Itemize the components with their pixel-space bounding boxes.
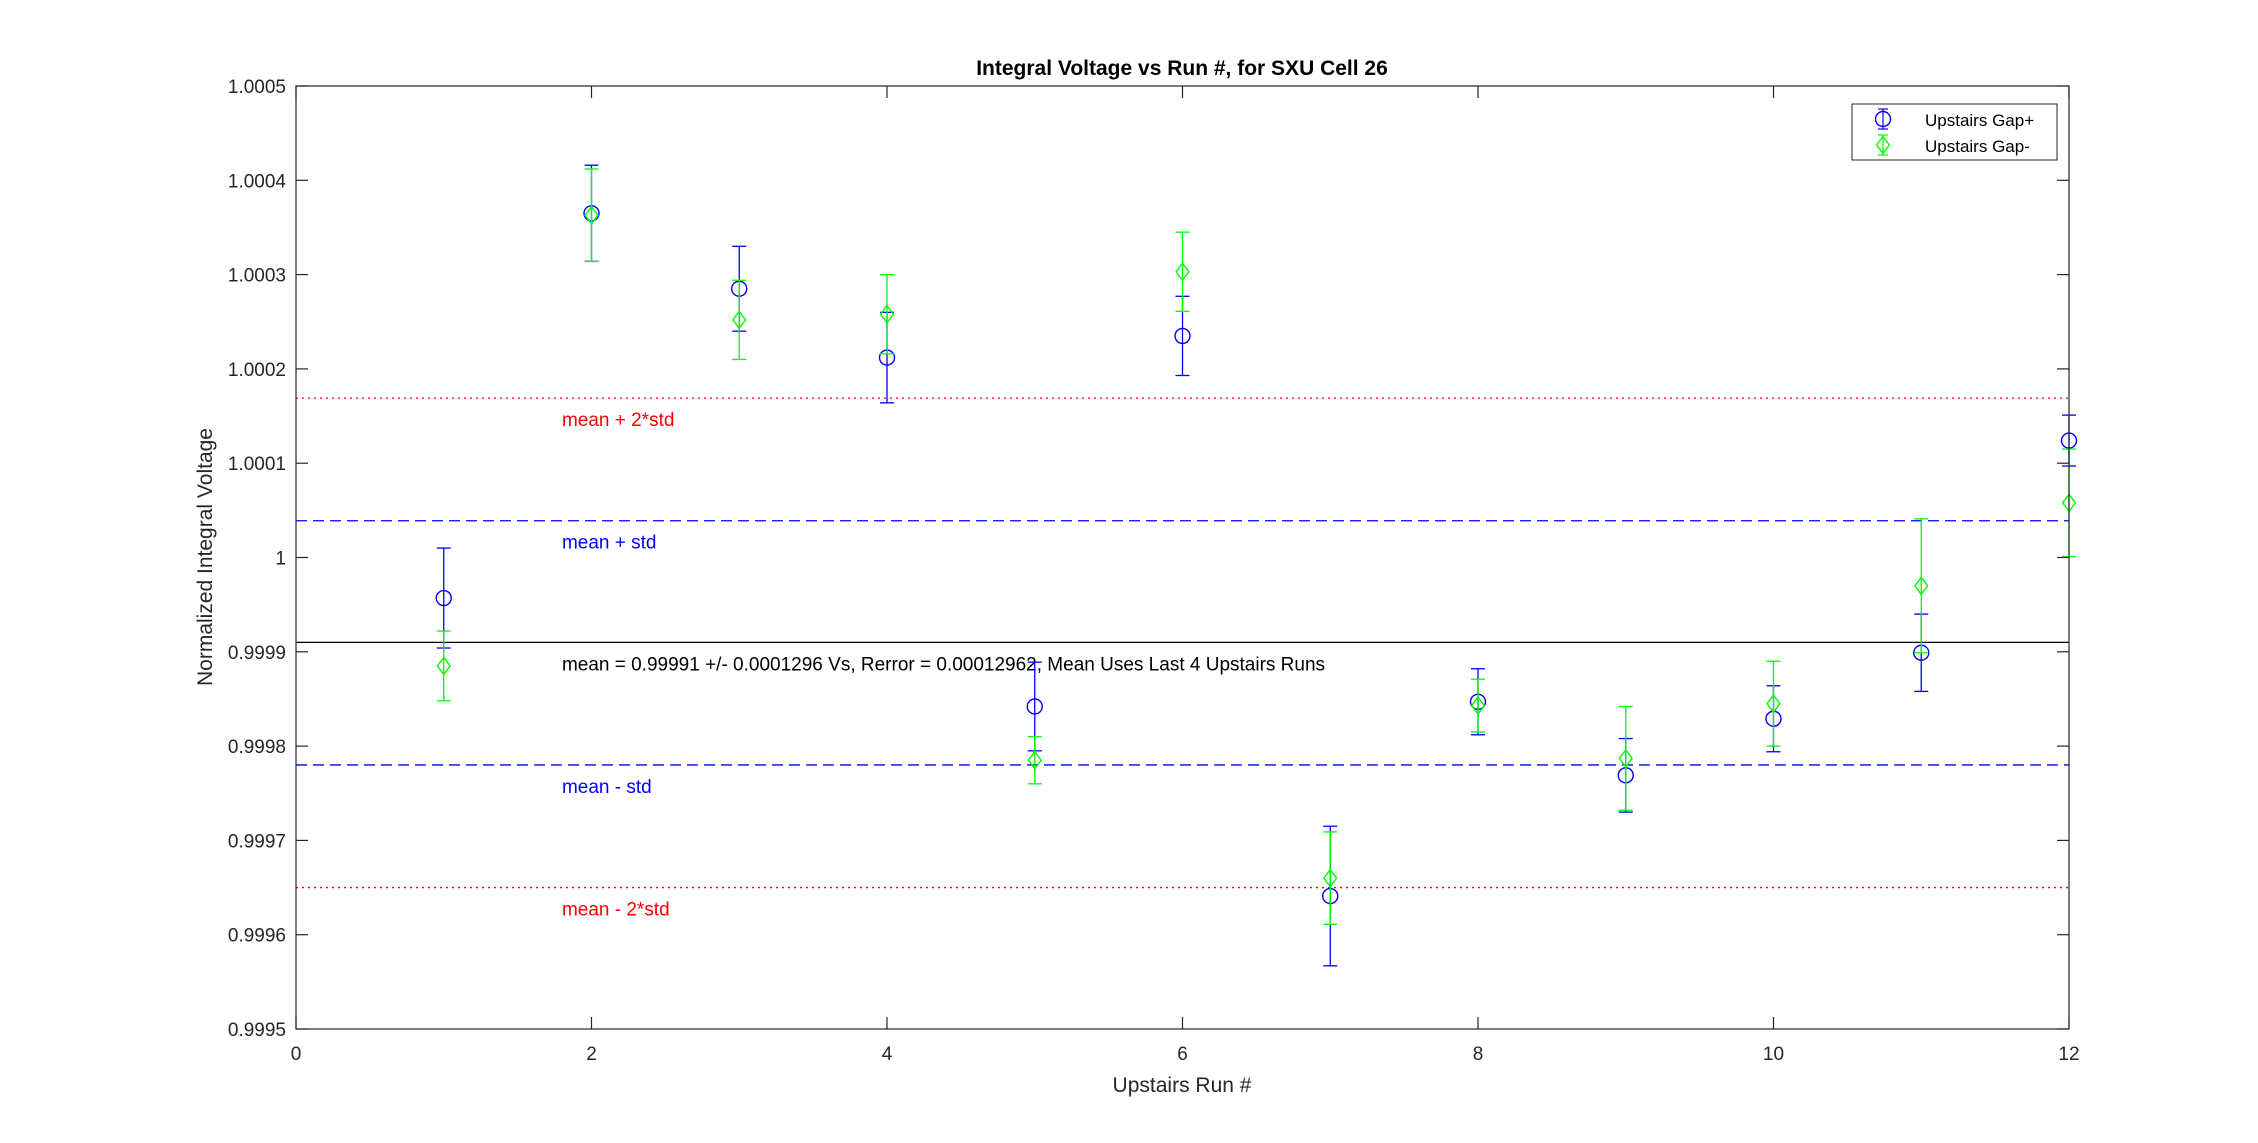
y-axis: 0.9995 0.9996 0.9997 0.9998 0.9999 1 1.0001 1.0… [228, 77, 2069, 1041]
y-tick-label: 0.9996 [228, 926, 286, 947]
y-tick-label: 1.0003 [228, 266, 286, 287]
marker-circle [435, 589, 452, 607]
legend-entry-gap-plus: Upstairs Gap+ [1874, 108, 2034, 130]
x-axis: 0 2 4 6 8 10 12 [291, 86, 2080, 1065]
y-tick-label: 0.9998 [228, 737, 286, 758]
legend-entry-gap-minus: Upstairs Gap- [1875, 134, 2030, 156]
x-tick-label: 10 [1763, 1044, 1784, 1065]
x-tick-label: 4 [882, 1044, 893, 1065]
reference-label: mean + 2*std [562, 410, 675, 431]
y-tick-label: 1.0005 [228, 77, 286, 98]
marker-diamond [879, 304, 895, 324]
reference-label: mean - std [562, 777, 652, 798]
y-tick-label: 1.0004 [228, 171, 287, 192]
x-axis-label: Upstairs Run # [1113, 1074, 1252, 1097]
data-series [435, 164, 2078, 967]
marker-diamond [1027, 750, 1042, 770]
marker-diamond [1618, 748, 1633, 769]
legend-label-gap-plus: Upstairs Gap+ [1925, 111, 2034, 130]
y-tick-label: 0.9999 [228, 643, 286, 664]
x-tick-label: 2 [586, 1044, 597, 1065]
marker-circle [1174, 327, 1191, 345]
legend-marker-diamond [1875, 134, 1891, 156]
marker-diamond [1470, 695, 1486, 716]
marker-circle [1026, 698, 1043, 715]
x-tick-label: 0 [291, 1044, 302, 1065]
marker-diamond [584, 205, 599, 225]
marker-diamond [1323, 868, 1338, 888]
y-tick-label: 0.9997 [228, 831, 286, 852]
marker-diamond [732, 310, 747, 330]
reference-lines: mean + 2*std mean + std mean = 0.99991 +/-… [296, 397, 2069, 921]
y-tick-label: 1.0002 [228, 360, 286, 381]
legend-box [1851, 103, 2058, 161]
legend-marker-circle [1874, 108, 1892, 130]
marker-diamond [1175, 262, 1190, 282]
reference-label: mean - 2*std [562, 900, 670, 921]
y-tick-label: 0.9995 [228, 1020, 286, 1041]
y-axis-label: Normalized Integral Voltage [194, 428, 217, 686]
marker-diamond [1914, 576, 1929, 596]
marker-diamond [436, 656, 451, 676]
marker-diamond [1766, 693, 1781, 714]
legend-label-gap-minus: Upstairs Gap- [1925, 137, 2030, 156]
x-tick-label: 6 [1177, 1044, 1188, 1065]
legend: Upstairs Gap+ Upstairs Gap- [1851, 103, 2058, 161]
chart-title: Integral Voltage vs Run #, for SXU Cell … [976, 57, 1388, 80]
x-tick-label: 12 [2058, 1044, 2079, 1065]
reference-label: mean + std [562, 533, 657, 554]
marker-circle [1874, 110, 1892, 128]
reference-label: mean = 0.99991 +/- 0.0001296 Vs, Rerror … [562, 654, 1325, 675]
marker-diamond [1875, 135, 1891, 155]
y-tick-label: 1 [275, 549, 286, 570]
x-tick-label: 8 [1473, 1044, 1484, 1065]
y-tick-label: 1.0001 [228, 454, 286, 475]
